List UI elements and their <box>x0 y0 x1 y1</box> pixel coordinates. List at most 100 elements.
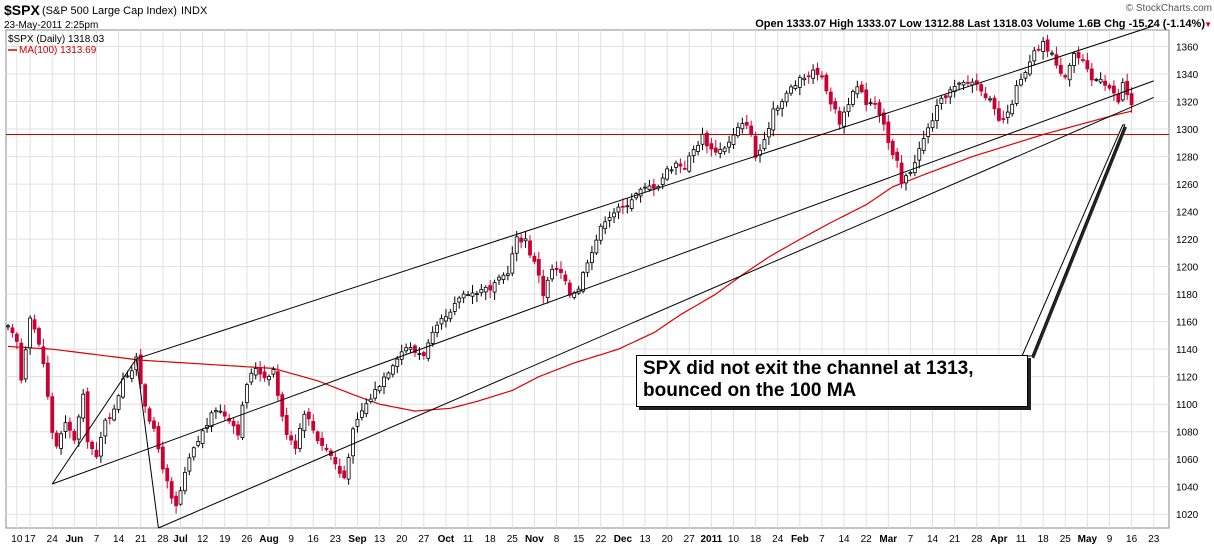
x-tick-label: 16 <box>308 534 320 545</box>
candle-body <box>660 177 665 185</box>
candle-body <box>501 274 506 280</box>
candle-body <box>744 121 749 126</box>
candle-body <box>731 134 736 145</box>
candle-body <box>563 274 568 282</box>
legend-ma: MA(100) 1313.69 <box>19 45 97 56</box>
candle-body <box>674 162 678 168</box>
candle-body <box>1045 39 1050 52</box>
candle-body <box>1036 48 1041 51</box>
candle-body <box>152 420 156 429</box>
candle-body <box>1058 64 1063 74</box>
x-tick-label: 11 <box>1016 534 1027 545</box>
candle-body <box>1050 52 1054 55</box>
x-tick-label: 15 <box>573 534 585 545</box>
candle-body <box>1103 80 1107 86</box>
candle-body <box>1125 80 1130 95</box>
candle-body <box>302 413 307 432</box>
x-tick-label: 24 <box>47 534 59 545</box>
candle-body <box>408 347 413 350</box>
candle-body <box>98 437 103 457</box>
candle-body <box>337 466 342 474</box>
x-tick-label: 27 <box>684 534 696 545</box>
y-tick-label: 1160 <box>1176 318 1198 329</box>
candle-body <box>262 371 267 379</box>
x-tick-label: 22 <box>595 534 607 545</box>
candle-body <box>351 428 355 457</box>
candle-body <box>921 138 926 151</box>
candle-body <box>492 282 497 293</box>
chart-date: 23-May-2011 2:25pm <box>4 20 98 31</box>
candle-body <box>1054 54 1059 66</box>
candle-body <box>311 420 316 431</box>
candle-body <box>236 424 240 436</box>
candle-body <box>346 457 351 480</box>
candle-body <box>811 69 816 79</box>
x-tick-label: 7 <box>908 534 914 545</box>
x-tick-label: 8 <box>554 534 560 545</box>
candle-body <box>851 90 855 105</box>
candle-body <box>1129 93 1134 106</box>
x-tick-label: Apr <box>990 534 1007 545</box>
candle-body <box>992 97 997 110</box>
candle-body <box>607 217 612 221</box>
candle-body <box>669 169 674 172</box>
candle-body <box>165 467 170 482</box>
ma100-line <box>7 110 1132 412</box>
x-tick-label: 21 <box>135 534 147 545</box>
candle-body <box>112 408 117 421</box>
candle-body <box>284 415 289 435</box>
candle-body <box>780 101 785 109</box>
x-tick-label: 16 <box>1126 534 1138 545</box>
candle-body <box>598 225 603 241</box>
candle-body <box>855 86 860 95</box>
candle-body <box>536 259 541 276</box>
candle-body <box>603 221 608 230</box>
x-tick-label: May <box>1078 534 1098 545</box>
candle-body <box>200 430 205 444</box>
candle-body <box>864 89 869 106</box>
x-tick-label: Dec <box>614 534 633 545</box>
annotation-box <box>636 355 1028 407</box>
x-tick-label: 9 <box>1107 534 1113 545</box>
candlesticks <box>6 34 1134 514</box>
candle-body <box>85 391 90 443</box>
candle-body <box>1107 85 1112 89</box>
candle-body <box>643 186 647 189</box>
candle-body <box>377 386 382 392</box>
candle-body <box>395 358 400 367</box>
x-tick-label: 14 <box>113 534 125 545</box>
x-tick-label: 9 <box>288 534 294 545</box>
x-tick-label: 23 <box>1148 534 1160 545</box>
candle-body <box>320 437 324 446</box>
y-tick-label: 1100 <box>1176 400 1198 411</box>
pivot-connector-right <box>135 358 159 529</box>
candle-body <box>359 410 364 418</box>
candle-body <box>505 273 510 276</box>
candle-body <box>37 328 41 345</box>
x-tick-label: Jul <box>173 534 188 545</box>
y-tick-label: 1020 <box>1176 510 1199 521</box>
candle-body <box>390 365 395 375</box>
candle-body <box>488 285 493 291</box>
x-tick-label: 14 <box>927 534 939 545</box>
candle-body <box>1076 51 1081 59</box>
candle-body <box>63 422 68 432</box>
x-tick-label: 13 <box>639 534 651 545</box>
candle-body <box>90 441 94 450</box>
candle-body <box>784 92 789 103</box>
annotation-pointer-shadow <box>1031 126 1127 359</box>
y-tick-label: 1080 <box>1176 428 1199 439</box>
candle-body <box>859 84 864 93</box>
candle-body <box>519 237 524 243</box>
candle-body <box>183 471 187 492</box>
candle-body <box>249 372 254 383</box>
candle-body <box>218 410 223 413</box>
candle-body <box>240 404 245 438</box>
candle-body <box>775 107 780 111</box>
candle-body <box>550 268 555 280</box>
candle-body <box>421 352 426 357</box>
chg-down-icon: ▼ <box>1204 20 1212 29</box>
candle-body <box>559 268 563 273</box>
candle-body <box>616 206 621 213</box>
